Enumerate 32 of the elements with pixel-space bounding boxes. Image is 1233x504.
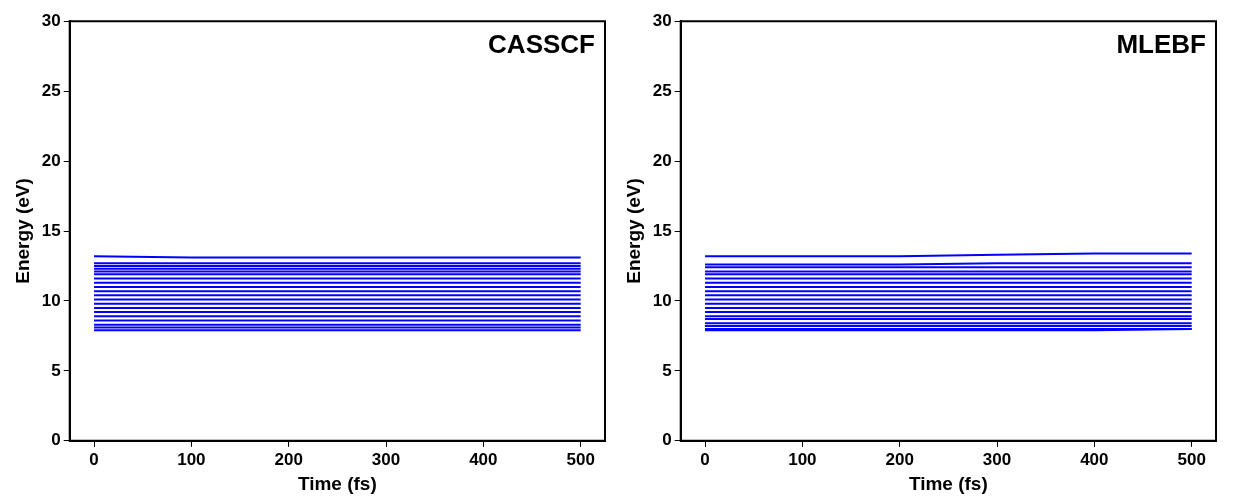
x-tick-label: 300	[371, 449, 401, 469]
x-tick-label: 300	[982, 449, 1012, 469]
x-tick-label: 0	[700, 449, 710, 469]
y-tick-label: 30	[652, 10, 672, 30]
x-tick-label: 400	[1080, 449, 1109, 469]
x-tick-label: 500	[566, 449, 595, 469]
y-axis-title: Energy (eV)	[11, 178, 33, 284]
x-tick-label: 100	[788, 449, 817, 469]
y-tick-label: 5	[662, 360, 672, 380]
x-axis-title: Time (fs)	[297, 472, 377, 494]
y-tick-label: 10	[41, 290, 61, 310]
x-tick-label: 500	[1177, 449, 1206, 469]
y-tick-label: 5	[51, 360, 61, 380]
y-tick-label: 10	[652, 290, 672, 310]
y-tick-label: 20	[652, 150, 672, 170]
y-tick-label: 25	[41, 80, 61, 100]
y-tick-label: 0	[662, 430, 672, 450]
y-tick-label: 30	[41, 10, 61, 30]
y-tick-label: 25	[652, 80, 672, 100]
y-axis-title: Energy (eV)	[622, 178, 644, 284]
y-tick-label: 20	[41, 150, 61, 170]
annotation: MLEBF	[1116, 29, 1206, 60]
y-tick-label: 15	[652, 220, 672, 240]
x-tick-label: 400	[469, 449, 498, 469]
y-tick-label: 15	[41, 220, 61, 240]
x-axis-title: Time (fs)	[908, 472, 988, 494]
x-tick-label: 200	[274, 449, 303, 469]
x-tick-label: 0	[89, 449, 99, 469]
x-tick-label: 100	[177, 449, 206, 469]
y-tick-label: 0	[51, 430, 61, 450]
x-tick-label: 200	[885, 449, 914, 469]
annotation: CASSCF	[488, 29, 595, 60]
